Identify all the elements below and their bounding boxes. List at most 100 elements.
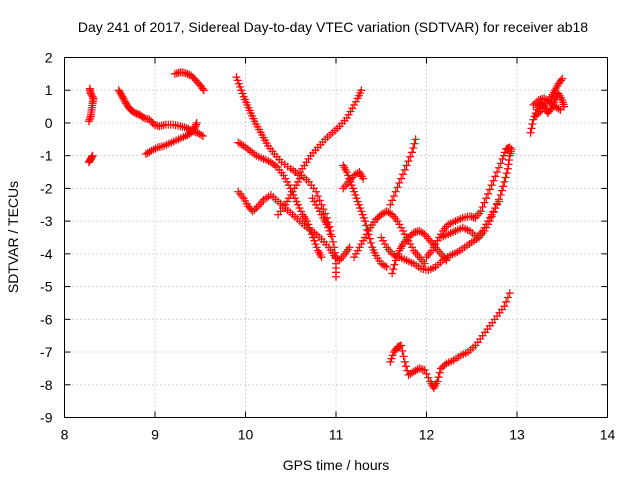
data-point <box>480 198 489 207</box>
data-point <box>304 220 313 229</box>
x-tick-label: 8 <box>61 427 69 443</box>
data-point <box>297 207 306 216</box>
data-point <box>353 246 362 255</box>
data-point <box>485 185 494 194</box>
data-point <box>341 182 350 191</box>
data-point <box>424 234 433 243</box>
data-point <box>427 238 436 247</box>
y-tick-label: 2 <box>45 50 53 66</box>
chart-title: Day 241 of 2017, Sidereal Day-to-day VTE… <box>78 19 588 35</box>
data-point <box>560 102 569 111</box>
data-points <box>84 68 569 393</box>
data-point <box>257 198 266 207</box>
data-point <box>528 120 537 129</box>
data-point <box>388 269 397 278</box>
data-point <box>346 107 355 116</box>
y-tick-label: -5 <box>40 279 53 295</box>
data-point <box>397 223 406 232</box>
data-point <box>84 117 93 126</box>
data-point <box>199 86 208 95</box>
data-point <box>482 194 491 203</box>
data-point <box>237 86 246 95</box>
data-point <box>434 373 443 382</box>
data-point <box>286 190 295 199</box>
data-point <box>382 262 391 271</box>
data-point <box>351 249 360 258</box>
data-point <box>379 260 388 269</box>
data-point <box>328 237 337 246</box>
data-point <box>384 208 393 217</box>
series-s14 <box>350 207 429 268</box>
data-point <box>359 236 368 245</box>
data-point <box>427 246 436 255</box>
data-point <box>485 213 494 222</box>
data-point <box>529 100 538 109</box>
data-point <box>426 248 435 257</box>
data-point <box>114 86 123 95</box>
data-point <box>311 240 320 249</box>
data-point <box>415 253 424 262</box>
data-point <box>400 165 409 174</box>
data-point <box>85 115 94 124</box>
data-point <box>418 257 427 266</box>
plot-frame <box>64 57 608 418</box>
y-tick-label: -6 <box>40 311 53 327</box>
data-point <box>354 200 363 209</box>
data-point <box>292 197 301 206</box>
data-point <box>315 196 324 205</box>
series-s1 <box>84 151 97 167</box>
series-s3 <box>114 86 207 141</box>
data-point <box>480 223 489 232</box>
data-point <box>398 170 407 179</box>
data-point <box>118 92 127 101</box>
data-point <box>503 164 512 173</box>
data-point <box>494 197 503 206</box>
data-point <box>531 99 540 108</box>
data-point <box>411 248 420 257</box>
data-point <box>364 226 373 235</box>
data-point <box>252 204 261 213</box>
data-point <box>348 104 357 113</box>
data-point <box>87 91 96 100</box>
data-point <box>360 233 369 242</box>
data-point <box>183 69 192 78</box>
data-point <box>406 231 415 240</box>
data-point <box>435 247 444 256</box>
data-point <box>422 369 431 378</box>
data-point <box>431 240 440 249</box>
data-point <box>417 255 426 264</box>
data-point <box>501 173 510 182</box>
data-point <box>116 89 125 98</box>
data-point <box>505 156 514 165</box>
data-point <box>534 109 543 118</box>
data-point <box>393 183 402 192</box>
data-point <box>424 250 433 259</box>
data-point <box>288 187 297 196</box>
data-point <box>344 110 353 119</box>
data-point <box>487 181 496 190</box>
data-point <box>117 91 126 100</box>
data-point <box>504 160 513 169</box>
data-point <box>195 129 204 138</box>
y-tick-label: -1 <box>40 148 53 164</box>
y-tick-label: -4 <box>40 246 53 262</box>
data-point <box>493 168 502 177</box>
x-tick-label: 13 <box>509 427 525 443</box>
data-point <box>494 163 503 172</box>
data-point <box>404 157 413 166</box>
data-point <box>529 115 538 124</box>
data-point <box>526 128 535 137</box>
data-point <box>350 100 359 109</box>
data-point <box>85 84 94 93</box>
data-point <box>406 152 415 161</box>
data-point <box>531 112 540 121</box>
data-point <box>293 200 302 209</box>
data-point <box>420 366 429 375</box>
data-point <box>502 169 511 178</box>
data-point <box>366 238 375 247</box>
x-axis-label: GPS time / hours <box>283 457 390 473</box>
data-point <box>484 189 493 198</box>
data-point <box>397 174 406 183</box>
data-point <box>342 168 351 177</box>
x-tick-label: 9 <box>151 427 159 443</box>
